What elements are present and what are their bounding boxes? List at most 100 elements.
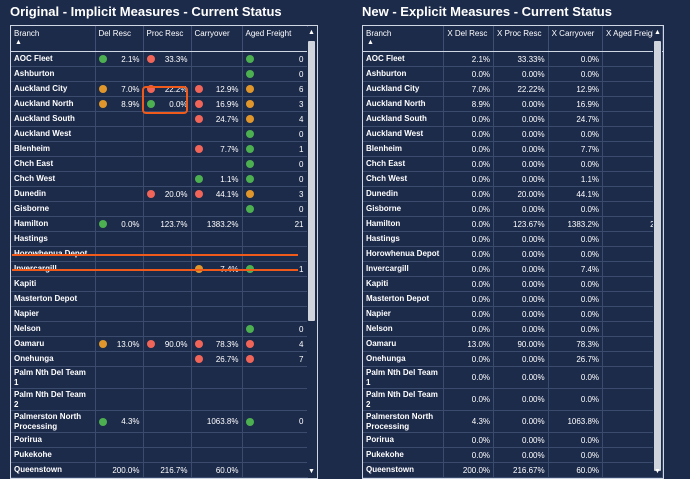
- table-row[interactable]: Palm Nth Del Team 20.0%0.00%0.0%0: [363, 388, 663, 411]
- branch-cell: Ashburton: [363, 66, 445, 82]
- header-aged-freight[interactable]: Aged Freight: [242, 26, 308, 52]
- table-row[interactable]: Ashburton 0: [11, 66, 308, 82]
- vertical-scrollbar[interactable]: ▲ ▼: [307, 27, 316, 477]
- table-row[interactable]: Hamilton 0.0% 123.7% 1383.2% 21: [11, 216, 308, 232]
- status-red-icon: [146, 55, 155, 63]
- table-row[interactable]: Porirua: [11, 432, 308, 448]
- aged-freight-cell: 0: [242, 51, 308, 67]
- table-row[interactable]: Onehunga 26.7% 7: [11, 351, 308, 367]
- table-row[interactable]: Gisborne 0: [11, 201, 308, 217]
- branch-cell: Onehunga: [11, 351, 96, 367]
- table-row[interactable]: Palm Nth Del Team 1: [11, 366, 308, 389]
- table-row[interactable]: Auckland City 7.0% 22.2% 12.9% 6: [11, 81, 308, 97]
- branch-cell: Pukekohe: [363, 447, 445, 463]
- panel-title: New - Explicit Measures - Current Status: [362, 4, 612, 19]
- proc-resc-cell: 216.7%: [143, 462, 192, 478]
- carryover-cell-value: 1383.2%: [206, 219, 239, 229]
- header-proc-resc[interactable]: Proc Resc: [143, 26, 192, 52]
- table-row[interactable]: Oamaru 13.0% 90.0% 78.3% 4: [11, 336, 308, 352]
- del-resc-cell-value: 2.1%: [121, 54, 140, 64]
- table-row[interactable]: Auckland South 24.7% 4: [11, 111, 308, 127]
- header-carryover[interactable]: Carryover: [191, 26, 243, 52]
- scroll-down-icon[interactable]: ▼: [308, 468, 315, 475]
- table-row[interactable]: Napier: [11, 306, 308, 322]
- x-carryover-cell: 0.0%: [548, 156, 604, 172]
- x-proc-resc-cell: 0.00%: [493, 246, 549, 262]
- scrollbar-thumb[interactable]: [308, 41, 315, 321]
- header-branch[interactable]: Branch ▲: [11, 26, 96, 52]
- table-row[interactable]: Queenstown 200.0% 216.7% 60.0%: [11, 462, 308, 478]
- x-proc-resc-cell: 0.00%: [493, 141, 549, 157]
- x-del-resc-cell: 0.0%: [443, 366, 495, 389]
- highlight-line-invercargill-top: [12, 254, 298, 256]
- scroll-up-icon[interactable]: ▲: [654, 29, 661, 36]
- explicit-measures-panel: New - Explicit Measures - Current Status…: [362, 0, 664, 479]
- header-branch[interactable]: Branch ▲: [363, 26, 445, 52]
- branch-cell: Invercargill: [363, 261, 445, 277]
- branch-cell: Auckland City: [363, 81, 445, 97]
- scroll-up-icon[interactable]: ▲: [308, 29, 315, 36]
- table-row[interactable]: Blenheim 7.7% 1: [11, 141, 308, 157]
- table-row[interactable]: Auckland North 8.9% 0.0% 16.9% 3: [11, 96, 308, 112]
- header-x-proc-resc[interactable]: X Proc Resc: [493, 26, 549, 52]
- branch-cell: Oamaru: [11, 336, 96, 352]
- table-row[interactable]: Nelson 0: [11, 321, 308, 337]
- vertical-scrollbar[interactable]: ▲ ▼: [653, 27, 662, 477]
- proc-resc-cell: [143, 141, 192, 157]
- header-x-del-resc[interactable]: X Del Resc: [443, 26, 495, 52]
- aged-freight-cell: [242, 276, 308, 292]
- table-row[interactable]: Pukekohe: [11, 447, 308, 463]
- table-row[interactable]: Kapiti: [11, 276, 308, 292]
- status-amber-icon: [98, 340, 107, 348]
- aged-freight-cell: [242, 231, 308, 247]
- table-row[interactable]: Chch East 0: [11, 156, 308, 172]
- table-row[interactable]: Chch West 1.1% 0: [11, 171, 308, 187]
- branch-cell: Gisborne: [363, 201, 445, 217]
- del-resc-cell: [95, 388, 144, 411]
- x-del-resc-cell: 0.0%: [443, 171, 495, 187]
- table-row[interactable]: Masterton Depot: [11, 291, 308, 307]
- table-row[interactable]: Hastings: [11, 231, 308, 247]
- table-row[interactable]: Palm Nth Del Team 2: [11, 388, 308, 411]
- table-row[interactable]: Auckland West 0: [11, 126, 308, 142]
- scroll-down-icon[interactable]: ▼: [654, 468, 661, 475]
- implicit-measures-table[interactable]: Branch ▲ Del Resc Proc Resc Carryover Age…: [10, 25, 318, 479]
- proc-resc-cell: 123.7%: [143, 216, 192, 232]
- branch-cell: Chch East: [11, 156, 96, 172]
- explicit-measures-table[interactable]: Branch ▲ X Del Resc X Proc Resc X Carryov…: [362, 25, 664, 479]
- table-row[interactable]: Queenstown 200.0% 216.67% 60.0%: [363, 462, 663, 478]
- table-row[interactable]: Palmerston North Processing 4.3% 0.00% 1063…: [363, 410, 663, 433]
- table-row[interactable]: AOC Fleet 2.1% 33.3% 0: [11, 51, 308, 67]
- table-row[interactable]: Palm Nth Del Team 10.0%0.00%0.0%0: [363, 366, 663, 389]
- scrollbar-thumb[interactable]: [654, 41, 661, 471]
- table-row[interactable]: Dunedin 20.0% 44.1% 3: [11, 186, 308, 202]
- status-red-icon: [245, 340, 254, 348]
- header-x-carryover[interactable]: X Carryover: [548, 26, 604, 52]
- table-row[interactable]: Palmerston North Processing 4.3% 1063.8% 0: [11, 410, 308, 433]
- header-del-resc[interactable]: Del Resc: [95, 26, 144, 52]
- header-x-aged-freight[interactable]: X Aged Freight: [602, 26, 663, 52]
